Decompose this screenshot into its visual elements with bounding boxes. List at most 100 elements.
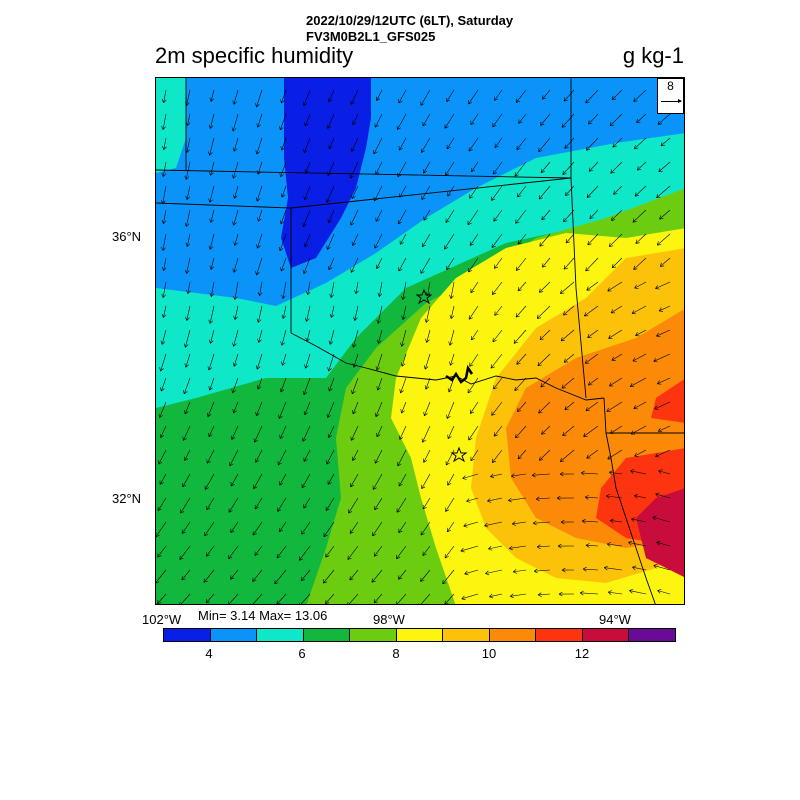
wind-vector-arrow [628,540,647,547]
wind-vector-arrow [611,89,623,101]
wind-vector-arrow [301,473,311,489]
wind-vector-arrow [630,425,647,435]
wind-vector-arrow [253,473,263,490]
wind-vector-arrow [493,425,503,437]
wind-vector-arrow [351,329,359,348]
wind-vector-arrow [354,281,359,295]
wind-vector-arrow [633,89,647,102]
wind-vector-arrow [656,377,671,385]
colorbar-label-4: 4 [205,646,213,661]
wind-vector-arrow [660,137,671,147]
wind-vector-arrow [466,497,479,503]
wind-vector-arrow [446,401,455,419]
wind-vector-arrow [373,593,383,604]
wind-vector-arrow [350,257,359,273]
wind-vector-arrow [279,113,287,131]
wind-vector-arrow [516,353,527,365]
wind-vector-arrow [375,401,383,418]
wind-vector-arrow [610,305,623,314]
wind-vector-arrow [185,305,191,321]
wind-vector-arrow [233,305,239,320]
wind-vector-arrow [610,161,623,174]
wind-vector-arrow [512,569,527,574]
wind-vector-arrow [255,449,263,463]
wind-vector-arrow [563,89,575,102]
wind-vector-arrow [444,113,455,129]
wind-vector-arrow [351,449,359,461]
wind-vector-arrow [510,473,527,478]
wind-vector-arrow [161,113,167,130]
wind-vector-arrow [207,353,215,371]
wind-vector-arrow [274,569,287,585]
colorbar-swatch [164,629,211,641]
wind-vector-arrow [603,565,623,571]
wind-vector-arrow [586,449,599,459]
wind-vector-arrow [562,161,575,176]
wind-vector-arrow [632,209,647,223]
wind-vector-arrow [588,377,599,386]
wind-vector-arrow [511,521,527,526]
wind-vector-arrow [633,257,647,270]
wind-vector-arrow [328,137,335,150]
wind-vector-arrow [635,329,647,337]
wind-vector-arrow [559,471,575,477]
wind-vector-arrow [582,566,599,572]
wind-vector-arrow [348,497,359,514]
wind-vector-arrow [327,473,335,485]
wind-vector-arrow [161,161,167,177]
wind-vector-arrow [515,209,527,224]
wind-vector-arrow [467,209,479,226]
wind-vector-arrow [423,209,431,221]
wind-vector-arrow [303,233,311,248]
wind-vector-arrow [656,233,671,246]
wind-vector-arrow [205,545,215,557]
wind-vector-arrow [485,569,503,576]
wind-vector-arrow [230,569,239,580]
wind-vector-arrow [157,545,167,558]
wind-vector-arrow [629,588,647,595]
wind-vector-arrow [448,329,455,346]
colorbar-swatch [257,629,304,641]
wind-vector-arrow [444,593,455,604]
wind-vector-arrow [185,137,191,153]
wind-vector-arrow [559,449,575,462]
wind-vector-arrow [325,593,335,604]
wind-vector-arrow [634,493,647,499]
lon-tick-98w: 98°W [373,612,405,627]
wind-vector-arrow [302,425,311,442]
wind-vector-arrow [655,492,671,499]
wind-vector-arrow [658,469,671,475]
wind-vector-arrow [250,593,263,604]
wind-vector-arrow [373,185,383,202]
wind-vector-arrow [422,497,431,510]
lon-tick-102w: 102°W [142,612,182,627]
reference-vector-label: 8 [667,79,674,93]
wind-vector-arrow [398,257,407,272]
wind-vector-arrow [538,401,551,414]
wind-vector-arrow [657,113,671,125]
wind-vector-arrow [562,425,575,437]
wind-vector-arrow [281,281,287,299]
wind-vector-arrow [231,377,239,394]
wind-vector-arrow [276,593,287,604]
wind-vector-arrow [563,257,575,270]
wind-vector-arrow [160,185,167,204]
colorbar-swatch [582,629,630,641]
wind-vector-arrow [254,497,263,510]
wind-vector-arrow [159,473,167,485]
wind-vector-arrow [185,233,191,247]
wind-vector-arrow [542,89,551,100]
wind-vector-arrow [447,473,455,486]
wind-vector-arrow [609,377,623,387]
wind-vector-arrow [634,449,647,457]
colorbar-swatch [396,629,444,641]
wind-vector-arrow [279,161,287,178]
wind-vector-arrow [401,281,407,300]
wind-vector-arrow [585,401,599,412]
wind-vector-arrow [304,305,311,322]
wind-vector-arrow [494,257,503,269]
wind-vector-arrow [449,305,455,319]
wind-vector-arrow [517,233,527,245]
wind-vector-arrow [471,329,479,341]
wind-vector-arrow [589,209,599,220]
